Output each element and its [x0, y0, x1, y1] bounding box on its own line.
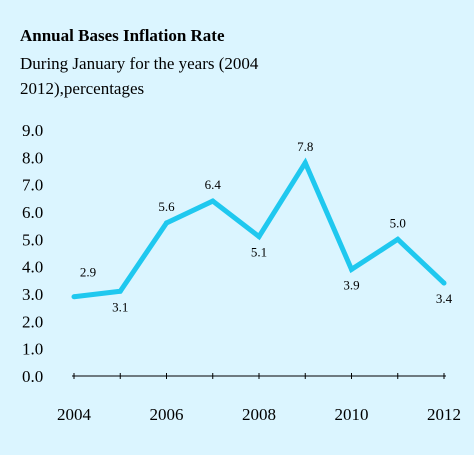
y-tick-label: 9.0: [22, 121, 43, 140]
data-label: 3.9: [343, 277, 359, 292]
data-point: [395, 236, 401, 242]
data-label: 2.9: [80, 265, 96, 280]
x-tick-label: 2006: [150, 405, 184, 424]
data-point: [210, 198, 216, 204]
chart-title: Annual Bases Inflation Rate: [20, 26, 225, 45]
data-label: 5.1: [251, 245, 267, 260]
data-point: [117, 288, 123, 294]
data-point: [302, 160, 308, 166]
data-point: [256, 234, 262, 240]
data-point: [441, 280, 447, 286]
y-tick-label: 7.0: [22, 176, 43, 195]
data-point: [71, 294, 77, 300]
y-tick-label: 3.0: [22, 285, 43, 304]
x-tick-label: 2004: [57, 405, 92, 424]
x-tick-label: 2008: [242, 405, 276, 424]
data-label: 3.4: [436, 291, 453, 306]
data-label: 5.0: [390, 215, 406, 230]
chart-subtitle: During January for the years (2004 2012)…: [20, 54, 259, 98]
data-label: 3.1: [112, 299, 128, 314]
data-label: 6.4: [205, 177, 222, 192]
y-tick-label: 0.0: [22, 367, 43, 386]
data-point: [164, 220, 169, 226]
x-tick-label: 2012: [427, 405, 461, 424]
data-label: 5.6: [158, 199, 175, 214]
y-tick-label: 6.0: [22, 203, 43, 222]
y-tick-label: 2.0: [22, 312, 43, 331]
x-tick-label: 2010: [335, 405, 369, 424]
y-tick-label: 5.0: [22, 230, 43, 249]
y-tick-label: 8.0: [22, 148, 43, 167]
data-label: 7.8: [297, 139, 313, 154]
y-tick-label: 1.0: [22, 340, 43, 359]
y-tick-label: 4.0: [22, 258, 43, 277]
inflation-line: [73, 157, 446, 300]
data-point: [349, 266, 354, 272]
